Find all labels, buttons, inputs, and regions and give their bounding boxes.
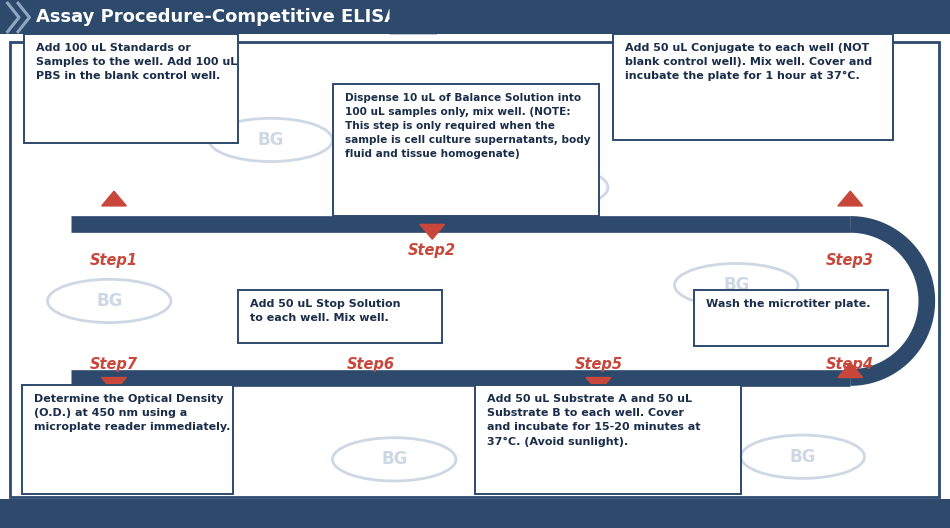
FancyBboxPatch shape	[24, 34, 238, 143]
Text: Step4: Step4	[826, 357, 874, 372]
Text: BG: BG	[789, 448, 816, 466]
Text: Step1: Step1	[90, 253, 138, 268]
Text: Step5: Step5	[575, 357, 622, 372]
FancyBboxPatch shape	[332, 84, 598, 216]
Text: Step2: Step2	[408, 243, 456, 258]
Text: Step6: Step6	[347, 357, 394, 372]
Polygon shape	[838, 191, 863, 206]
Polygon shape	[586, 378, 611, 392]
FancyBboxPatch shape	[694, 290, 888, 346]
Text: BG: BG	[723, 276, 750, 294]
FancyBboxPatch shape	[10, 42, 939, 497]
FancyBboxPatch shape	[238, 290, 442, 343]
FancyBboxPatch shape	[0, 499, 950, 528]
Text: Assay Procedure-Competitive ELISA kit: Assay Procedure-Competitive ELISA kit	[36, 8, 431, 26]
Polygon shape	[390, 0, 456, 34]
Text: BG: BG	[533, 178, 560, 196]
Text: Add 100 uL Standards or
Samples to the well. Add 100 uL
PBS in the blank control: Add 100 uL Standards or Samples to the w…	[36, 43, 238, 81]
Text: Add 50 uL Substrate A and 50 uL
Substrate B to each well. Cover
and incubate for: Add 50 uL Substrate A and 50 uL Substrat…	[487, 394, 701, 447]
Polygon shape	[102, 191, 126, 206]
Text: Determine the Optical Density
(O.D.) at 450 nm using a
microplate reader immedia: Determine the Optical Density (O.D.) at …	[34, 394, 231, 432]
Text: Add 50 uL Conjugate to each well (NOT
blank control well). Mix well. Cover and
i: Add 50 uL Conjugate to each well (NOT bl…	[625, 43, 872, 81]
FancyBboxPatch shape	[475, 385, 741, 494]
Text: BG: BG	[96, 292, 123, 310]
Polygon shape	[420, 224, 445, 239]
FancyBboxPatch shape	[22, 385, 233, 494]
Polygon shape	[838, 363, 863, 378]
Text: BG: BG	[257, 131, 284, 149]
FancyBboxPatch shape	[0, 0, 950, 34]
FancyBboxPatch shape	[613, 34, 893, 140]
Text: BG: BG	[381, 450, 408, 468]
Text: Step3: Step3	[826, 253, 874, 268]
Text: Dispense 10 uL of Balance Solution into
100 uL samples only, mix well. (NOTE:
Th: Dispense 10 uL of Balance Solution into …	[345, 93, 591, 159]
Text: Add 50 uL Stop Solution
to each well. Mix well.: Add 50 uL Stop Solution to each well. Mi…	[250, 299, 400, 323]
Polygon shape	[102, 378, 126, 392]
Text: Step7: Step7	[90, 357, 138, 372]
Text: Wash the microtiter plate.: Wash the microtiter plate.	[706, 299, 870, 309]
